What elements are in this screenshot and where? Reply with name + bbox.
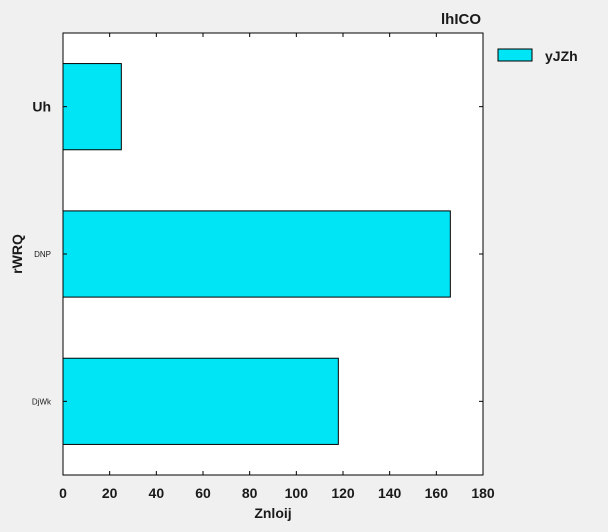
legend: yJZh: [497, 48, 578, 64]
bars-group: [62, 63, 451, 445]
x-tick-label: 120: [331, 485, 355, 501]
y-tick-label: DNP: [34, 250, 51, 259]
x-tick-label: 140: [378, 485, 402, 501]
x-tick-label: 60: [195, 485, 211, 501]
x-tick-label: 160: [425, 485, 449, 501]
ticks-group: Uh DNP DjWk 0 20 40 60 80 100 120 140 160 180: [32, 33, 495, 501]
x-tick-label: 180: [471, 485, 495, 501]
y-axis-label: rWRQ: [9, 234, 25, 274]
x-axis-label: Znloij: [254, 505, 291, 521]
legend-label: yJZh: [545, 48, 578, 64]
plot-frame: [62, 32, 484, 476]
x-tick-label: 100: [285, 485, 309, 501]
x-tick-label: 40: [149, 485, 165, 501]
legend-swatch: [497, 48, 533, 62]
bar-djwk: [62, 357, 339, 445]
bar-uh: [62, 63, 122, 151]
bar-dnp: [62, 210, 451, 298]
x-tick-label: 80: [242, 485, 258, 501]
y-tick-label: Uh: [32, 99, 51, 115]
chart-title: lhICO: [441, 11, 481, 28]
y-tick-label: DjWk: [32, 397, 52, 406]
x-tick-label: 0: [59, 485, 67, 501]
x-tick-label: 20: [102, 485, 118, 501]
